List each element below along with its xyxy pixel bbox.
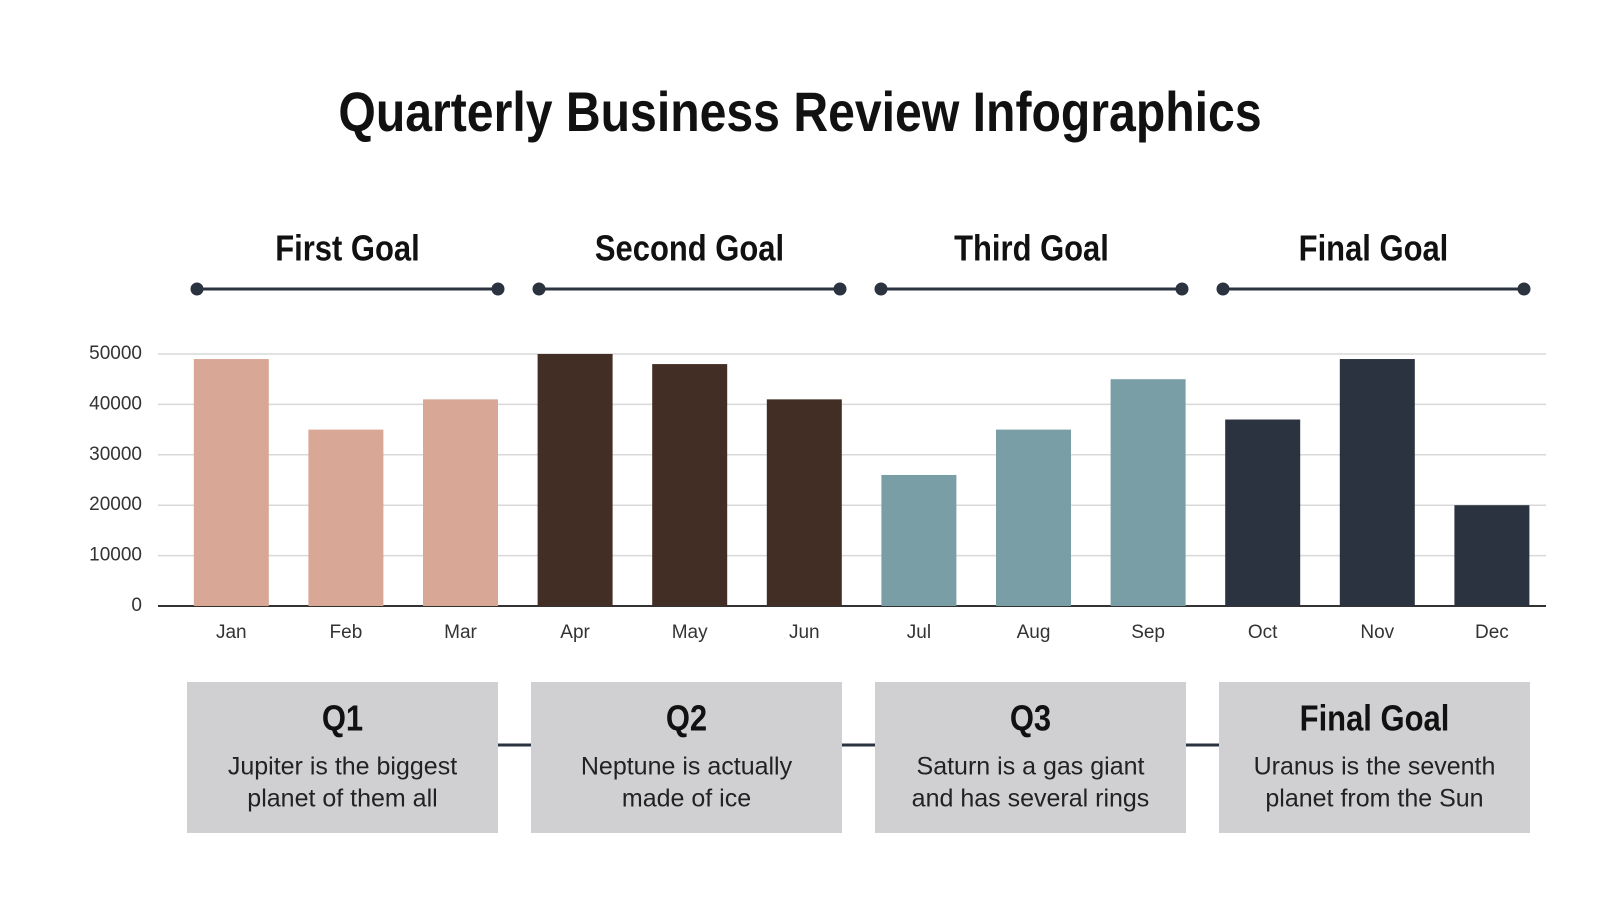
quarter-label: Final Goal: [1300, 699, 1450, 739]
x-tick-label: Jun: [789, 622, 820, 643]
goal-title: Final Goal: [1299, 229, 1449, 269]
x-tick-label: Oct: [1248, 622, 1278, 643]
bar: [193, 359, 269, 606]
quarter-box: [875, 682, 1186, 833]
goal-dot: [1216, 282, 1230, 296]
quarter-box: [187, 682, 498, 833]
goal-dot: [833, 282, 847, 296]
bar: [537, 354, 613, 606]
goal-dot: [1175, 282, 1189, 296]
goal-title: Second Goal: [595, 229, 784, 269]
quarter-text: Uranus is the seventh: [1254, 753, 1496, 781]
slide-title: Quarterly Business Review Infographics: [338, 81, 1261, 143]
bar: [996, 429, 1071, 606]
y-tick-label: 0: [131, 595, 142, 616]
bar: [881, 474, 957, 606]
bar: [1454, 505, 1530, 606]
quarter-text: Jupiter is the biggest: [228, 753, 457, 781]
x-tick-label: Nov: [1360, 622, 1394, 643]
x-tick-label: Apr: [560, 622, 590, 643]
x-tick-label: Mar: [444, 622, 477, 643]
y-tick-label: 40000: [89, 393, 142, 414]
x-tick-label: Jan: [216, 622, 247, 643]
quarter-text: planet of them all: [247, 785, 437, 813]
quarter-text: Neptune is actually: [581, 753, 793, 781]
y-tick-label: 50000: [89, 343, 142, 364]
quarter-text: planet from the Sun: [1265, 785, 1483, 813]
x-tick-label: May: [672, 622, 708, 643]
goal-title: Third Goal: [954, 229, 1109, 269]
bar: [423, 399, 498, 606]
x-tick-label: Sep: [1131, 622, 1165, 643]
quarter-label: Q3: [1010, 699, 1051, 739]
goal-dot: [1517, 282, 1531, 296]
bar: [1110, 379, 1186, 606]
goal-dot: [532, 282, 546, 296]
bar: [308, 429, 384, 606]
y-tick-label: 10000: [89, 545, 142, 566]
quarter-box: [1219, 682, 1530, 833]
quarter-label: Q2: [666, 699, 707, 739]
goal-dot: [491, 282, 505, 296]
bar: [1339, 359, 1415, 606]
x-tick-label: Aug: [1017, 622, 1051, 643]
y-tick-label: 30000: [89, 444, 142, 465]
quarter-text: and has several rings: [912, 785, 1150, 813]
bar: [1225, 419, 1301, 606]
quarter-text: Saturn is a gas giant: [917, 753, 1145, 781]
x-tick-label: Feb: [330, 622, 363, 643]
goal-dot: [190, 282, 204, 296]
goal-title: First Goal: [275, 229, 419, 269]
x-tick-label: Jul: [907, 622, 931, 643]
bar: [766, 399, 842, 606]
bar: [652, 364, 728, 606]
quarter-text: made of ice: [622, 785, 751, 813]
y-tick-label: 20000: [89, 494, 142, 515]
x-tick-label: Dec: [1475, 622, 1509, 643]
quarter-label: Q1: [322, 699, 363, 739]
goal-dot: [874, 282, 888, 296]
quarter-box: [531, 682, 842, 833]
